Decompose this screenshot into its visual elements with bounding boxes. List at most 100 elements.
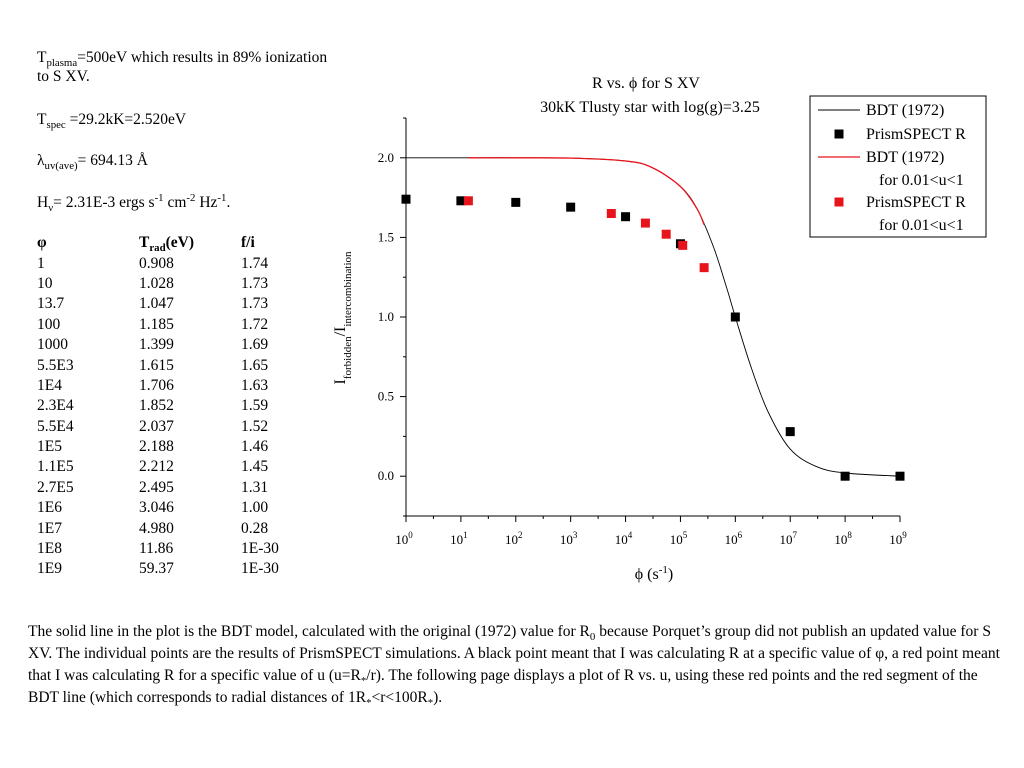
x-tick-label: 108 xyxy=(834,530,852,547)
red-data-point xyxy=(699,263,709,273)
legend-label: PrismSPECT R xyxy=(866,126,966,143)
spectral-temperature-note: Tspec =29.2kK=2.520eV xyxy=(37,110,187,132)
x-tick-label: 109 xyxy=(889,530,907,547)
cell-fi: 1.65 xyxy=(241,356,269,374)
chart-subtitle: 30kK Tlusty star with log(g)=3.25 xyxy=(540,99,760,116)
spec-subscript: spec xyxy=(46,119,66,132)
h-cm: cm xyxy=(163,194,187,211)
x-label-main: ϕ (s xyxy=(635,566,659,583)
legend-label-line2: for 0.01<u<1 xyxy=(879,172,964,189)
h-subscript: ν xyxy=(48,202,54,215)
cell-trad: 1.047 xyxy=(139,295,174,313)
cell-phi: 1E7 xyxy=(37,519,62,537)
black-data-point xyxy=(456,196,466,206)
cell-fi: 1.00 xyxy=(241,499,269,517)
cell-phi: 5.5E4 xyxy=(37,417,74,435)
cell-fi: 1.73 xyxy=(241,274,269,292)
trad-symbol: T xyxy=(139,234,150,252)
legend-box xyxy=(809,95,987,238)
h-symbol: H xyxy=(37,194,49,211)
h-hz: Hz xyxy=(195,194,218,211)
y-label-i2: /I xyxy=(332,327,349,337)
table-row: 1E7 4.980 0.28 xyxy=(37,518,301,538)
cell-phi: 2.3E4 xyxy=(37,397,74,415)
table-row: 1.1E5 2.212 1.45 xyxy=(37,457,301,477)
para-part-5: ). xyxy=(433,689,443,706)
h-end: . xyxy=(226,194,231,211)
table-body: 1 0.908 1.74 10 1.028 1.73 13.7 1.047 1.73 100 1.1… xyxy=(37,253,301,579)
plot-lines xyxy=(406,157,901,477)
y-axis-label: Iforbidden/Iintercombination xyxy=(332,251,354,385)
x-tick-label: 102 xyxy=(505,530,523,547)
chart-title: R vs. ϕ for S XV xyxy=(592,75,700,92)
cell-trad: 2.212 xyxy=(139,458,174,476)
legend-label-line2: for 0.01<u<1 xyxy=(879,217,964,234)
red-data-point xyxy=(606,209,616,219)
spec-text: =29.2kK=2.520eV xyxy=(65,111,187,128)
x-tick-label: 100 xyxy=(395,530,413,547)
cell-phi: 1 xyxy=(37,254,45,272)
table-row: 10 1.028 1.73 xyxy=(37,274,301,294)
col-header-trad: Trad(eV) xyxy=(139,233,241,254)
table-row: 5.5E4 2.037 1.52 xyxy=(37,417,301,437)
cell-fi: 1.45 xyxy=(241,458,269,476)
cell-fi: 1.74 xyxy=(241,254,269,272)
cell-phi: 100 xyxy=(37,315,61,333)
table-row: 1E9 59.37 1E-30 xyxy=(37,559,301,579)
table-header-row: φ Trad(eV) f/i xyxy=(37,233,301,254)
cell-trad: 1.706 xyxy=(139,376,174,394)
cell-phi: 1E8 xyxy=(37,540,62,558)
y-tick-label: 1.5 xyxy=(378,229,394,244)
red-data-point xyxy=(640,218,650,228)
x-label-end: ) xyxy=(668,566,673,583)
spec-t-symbol: T xyxy=(37,111,47,128)
black-data-point xyxy=(840,471,850,481)
cell-trad: 2.037 xyxy=(139,417,174,435)
table-row: 100 1.185 1.72 xyxy=(37,315,301,335)
axes: 0.0 0.5 1.0 1.5 2.0 100 101 102 103 104 105 106 107 1… xyxy=(378,117,907,547)
table-row: 2.3E4 1.852 1.59 xyxy=(37,396,301,416)
h-sup-s: -1 xyxy=(154,191,164,204)
legend-label: BDT (1972) xyxy=(866,149,944,166)
y-label-i1: I xyxy=(332,379,349,384)
para-part-1: The solid line in the plot is the BDT mo… xyxy=(28,623,590,640)
cell-phi: 1E4 xyxy=(37,376,62,394)
plot-points xyxy=(401,194,905,481)
cell-phi: 5.5E3 xyxy=(37,356,74,374)
x-label-sup: -1 xyxy=(659,564,668,576)
para-sub-star3: * xyxy=(427,697,434,710)
cell-trad: 1.185 xyxy=(139,315,174,333)
cell-phi: 10 xyxy=(37,274,53,292)
legend-marker-swatch xyxy=(834,197,844,207)
cell-fi: 1.46 xyxy=(241,438,269,456)
black-data-point xyxy=(401,194,411,204)
plasma-subscript: plasma xyxy=(46,57,78,70)
table-row: 5.5E3 1.615 1.65 xyxy=(37,355,301,375)
cell-phi: 1E9 xyxy=(37,560,62,578)
h-value: = 2.31E-3 ergs s xyxy=(53,194,155,211)
x-axis-label: ϕ (s-1) xyxy=(635,564,673,583)
black-data-point xyxy=(785,427,795,437)
cell-fi: 1E-30 xyxy=(241,560,279,578)
cell-trad: 0.908 xyxy=(139,254,174,272)
cell-phi: 2.7E5 xyxy=(37,478,74,496)
para-part-3: /r). The following page displays a plot … xyxy=(28,667,978,706)
black-data-point xyxy=(895,471,905,481)
cell-trad: 2.188 xyxy=(139,438,174,456)
cell-fi: 1.59 xyxy=(241,397,269,415)
y-tick-label: 1.0 xyxy=(378,309,394,324)
legend-label: BDT (1972) xyxy=(866,102,944,119)
table-row: 1 0.908 1.74 xyxy=(37,253,301,273)
y-tick-label: 2.0 xyxy=(378,150,394,165)
red-data-point xyxy=(661,229,671,239)
cell-trad: 1.399 xyxy=(139,336,174,354)
plasma-temperature-note: Tplasma=500eV which results in 89% ioniz… xyxy=(37,48,337,86)
trad-unit: (eV) xyxy=(165,234,195,252)
x-tick-label: 106 xyxy=(725,530,743,547)
cell-phi: 1000 xyxy=(37,336,68,354)
y-tick-label: 0.5 xyxy=(378,389,394,404)
lambda-symbol: λ xyxy=(37,152,45,169)
series-line-2 xyxy=(468,157,705,225)
table-row: 1E6 3.046 1.00 xyxy=(37,498,301,518)
x-tick-label: 101 xyxy=(450,530,468,547)
